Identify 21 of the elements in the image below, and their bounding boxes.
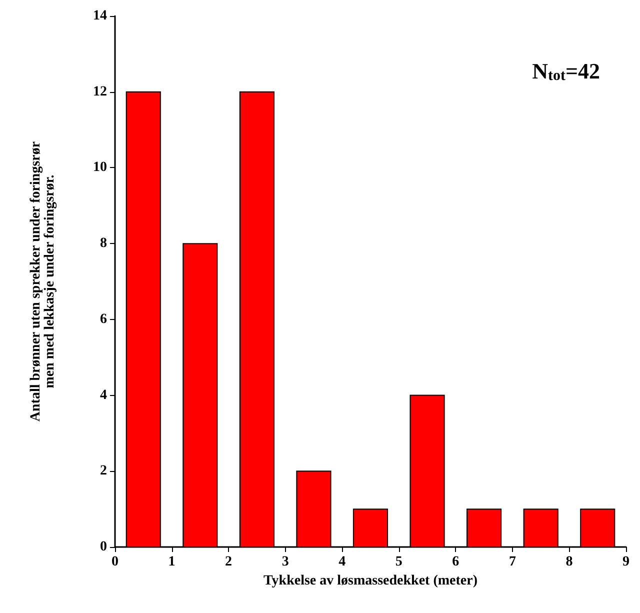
x-tick-label: 1 (168, 554, 176, 570)
x-tick-label: 7 (508, 554, 516, 570)
x-tick-label: 5 (395, 554, 402, 570)
x-tick-label: 3 (282, 554, 289, 570)
y-tick-label: 6 (100, 312, 107, 327)
x-tick-label: 9 (622, 554, 630, 570)
y-tick-label: 10 (93, 160, 107, 176)
y-tick-label: 2 (100, 464, 107, 479)
x-tick-label: 6 (452, 554, 460, 570)
y-axis-title: Antall brønner uten sprekker under foringsrør men med lekkasje under foringsrør. (28, 141, 58, 422)
x-tick-label: 2 (225, 554, 232, 570)
x-tick-label: 0 (112, 554, 118, 570)
y-tick-label: 4 (100, 388, 107, 403)
x-tick-label: 4 (338, 554, 346, 570)
x-tick-label: 8 (566, 554, 573, 570)
annotation: Ntot=42 (532, 58, 600, 84)
y-tick-label: 12 (93, 84, 107, 100)
x-axis-title: Tykkelse av løsmassedekket (meter) (264, 573, 478, 588)
y-tick-label: 8 (100, 236, 107, 252)
y-tick-label: 0 (100, 540, 107, 554)
y-tick-label: 14 (93, 8, 107, 24)
